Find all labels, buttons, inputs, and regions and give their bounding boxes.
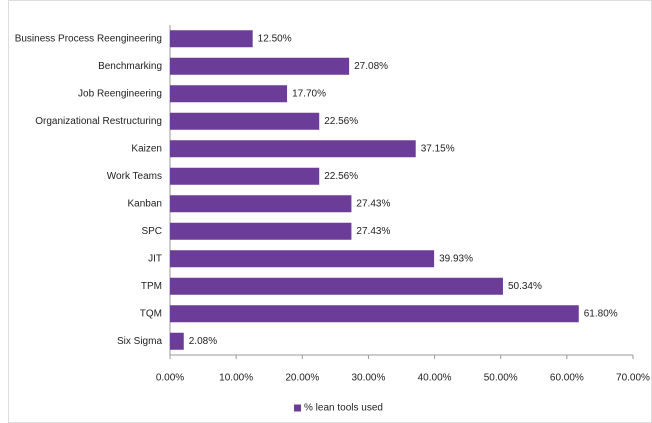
bar xyxy=(170,250,435,268)
data-label: 17.70% xyxy=(292,88,326,99)
bar xyxy=(170,277,503,295)
data-label: 27.43% xyxy=(356,226,390,237)
x-tick-label: 20.00% xyxy=(285,373,319,384)
bar xyxy=(170,305,579,323)
bar xyxy=(170,222,352,240)
bar xyxy=(170,195,352,213)
y-tick-label: Business Process Reengineering xyxy=(15,33,162,44)
y-tick-label: Work Teams xyxy=(107,171,162,182)
y-tick-label: Six Sigma xyxy=(117,336,162,347)
y-tick-label: TPM xyxy=(141,281,162,292)
bar xyxy=(170,140,416,158)
y-tick-label: Job Reengineering xyxy=(78,88,162,99)
bar xyxy=(170,167,320,185)
y-tick-label: TQM xyxy=(140,308,162,319)
data-label: 61.80% xyxy=(584,308,618,319)
bar xyxy=(170,112,320,130)
y-tick-label: JIT xyxy=(148,253,162,264)
data-label: 27.08% xyxy=(354,61,388,72)
data-label: 22.56% xyxy=(324,116,358,127)
bar xyxy=(170,57,350,75)
legend-swatch xyxy=(294,404,301,412)
y-tick-label: Kaizen xyxy=(131,143,162,154)
data-label: 2.08% xyxy=(189,336,217,347)
bar xyxy=(170,85,288,103)
data-label: 37.15% xyxy=(421,143,455,154)
y-tick-label: Kanban xyxy=(128,198,162,209)
x-tick-label: 0.00% xyxy=(156,373,184,384)
bar xyxy=(170,332,184,350)
data-label: 12.50% xyxy=(258,33,292,44)
bar xyxy=(170,30,253,48)
x-tick-label: 30.00% xyxy=(351,373,385,384)
x-tick-label: 10.00% xyxy=(219,373,253,384)
y-tick-label: SPC xyxy=(141,226,162,237)
data-label: 27.43% xyxy=(356,198,390,209)
x-tick-label: 40.00% xyxy=(418,373,452,384)
data-label: 22.56% xyxy=(324,171,358,182)
x-tick-label: 70.00% xyxy=(616,373,650,384)
x-tick-label: 60.00% xyxy=(550,373,584,384)
data-label: 39.93% xyxy=(439,253,473,264)
legend-label: % lean tools used xyxy=(304,403,383,414)
x-tick-label: 50.00% xyxy=(484,373,518,384)
y-tick-label: Organizational Restructuring xyxy=(35,116,162,127)
y-tick-label: Benchmarking xyxy=(98,61,162,72)
data-label: 50.34% xyxy=(508,281,542,292)
